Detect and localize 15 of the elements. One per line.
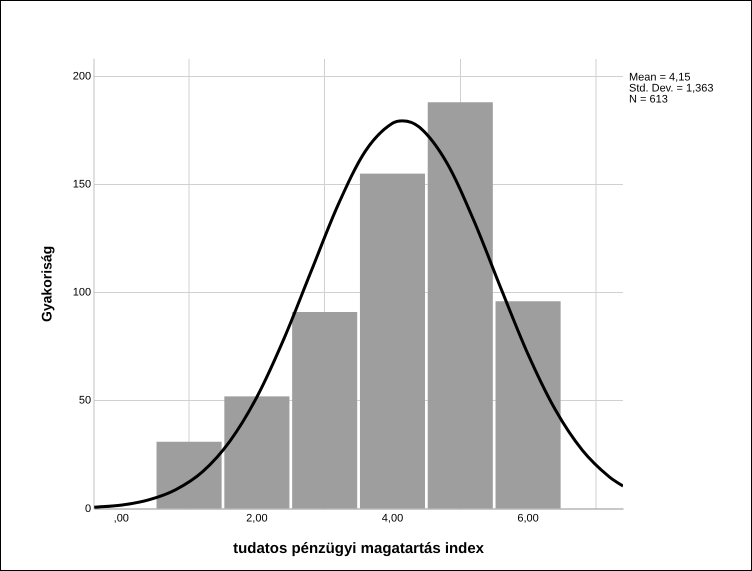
y-tick-label: 100 bbox=[72, 286, 92, 299]
y-tick-label: 200 bbox=[72, 70, 92, 82]
line-series bbox=[94, 119, 623, 509]
text: Mean = 4,15 bbox=[629, 72, 690, 84]
x-tick-label: ,00 bbox=[114, 512, 129, 524]
y-tick-label: 50 bbox=[78, 394, 92, 407]
x-tick-label: 2,00 bbox=[246, 512, 268, 524]
x-axis-title: tudatos pénzügyi magatartás index bbox=[233, 540, 485, 558]
x-tick-label: 6,00 bbox=[517, 512, 539, 524]
x-tick-label: 4,00 bbox=[382, 512, 404, 524]
y-axis-title: Gyakoriság bbox=[38, 246, 54, 322]
y-tick-label: 0 bbox=[85, 502, 92, 515]
y-tick-label: 150 bbox=[72, 178, 92, 190]
text: Std. Dev. = 1,363 bbox=[629, 82, 714, 95]
text: N = 613 bbox=[629, 94, 668, 106]
